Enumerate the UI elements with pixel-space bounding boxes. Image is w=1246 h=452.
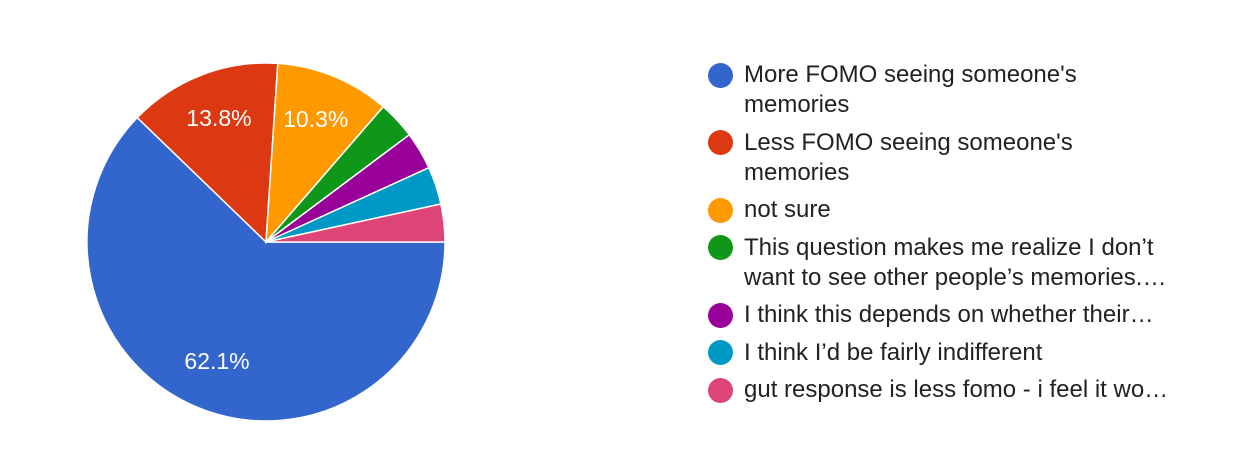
legend-marker [708,197,733,223]
legend: More FOMO seeing someone's memories Less … [708,60,1174,405]
pie-slice [136,62,279,244]
data-label: 10.3% [283,106,348,132]
legend-label: not sure [744,196,831,223]
chart: 62.1% 13.8% 10.3% [86,62,446,422]
legend-marker [708,377,733,403]
legend-marker [708,62,733,88]
legend-item: Less FOMO seeing someone's memories [708,128,1174,188]
legend-item: I think this depends on whether their… [708,300,1174,330]
pie-slice [86,116,446,422]
legend-item: gut response is less fomo - i feel it wo… [708,375,1174,405]
legend-item: I think I’d be fairly indifferent [708,338,1174,368]
legend-marker [708,130,733,155]
legend-item: not sure [708,195,1174,225]
legend-label: More FOMO seeing someone's memories [744,61,1077,118]
legend-label: gut response is less fomo - i feel it wo… [744,376,1169,403]
data-label: 13.8% [186,105,251,131]
data-label: 62.1% [184,348,249,374]
legend-label: This question makes me realize I don’t w… [744,233,1167,291]
pie-slice [265,203,446,243]
legend-label: Less FOMO seeing someone's memories [744,128,1073,186]
legend-marker [708,340,733,365]
legend-label: I think this depends on whether their… [744,301,1154,328]
pie-slice [265,62,385,245]
legend-marker [708,302,733,328]
legend-marker [708,235,733,260]
legend-item: This question makes me realize I don’t w… [708,233,1174,293]
legend-item: More FOMO seeing someone's memories [708,60,1174,120]
legend-label: I think I’d be fairly indifferent [744,338,1043,366]
